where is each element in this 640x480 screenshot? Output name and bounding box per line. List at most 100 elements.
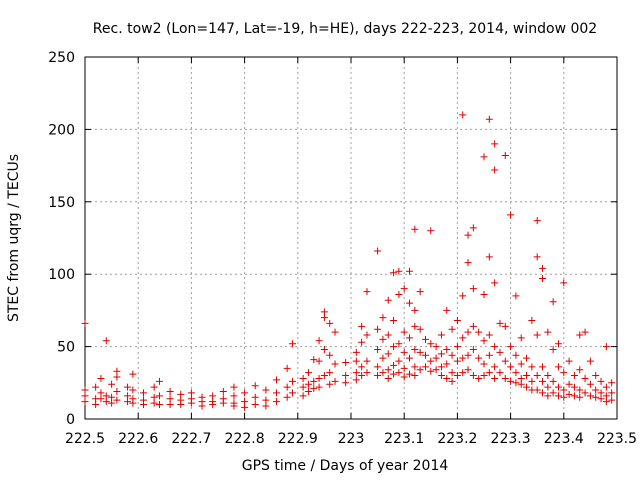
data-point xyxy=(581,374,589,382)
data-point xyxy=(92,383,100,391)
data-point xyxy=(565,380,573,388)
x-tick-label: 222.7 xyxy=(171,431,211,447)
data-point xyxy=(390,269,398,277)
data-point xyxy=(421,351,429,359)
data-point xyxy=(352,369,360,377)
data-point xyxy=(459,111,467,119)
data-point xyxy=(453,357,461,365)
data-point xyxy=(507,363,515,371)
data-point xyxy=(416,325,424,333)
data-point xyxy=(576,393,584,401)
data-point xyxy=(437,363,445,371)
data-point xyxy=(150,399,158,407)
data-point xyxy=(427,367,435,375)
data-point xyxy=(427,227,435,235)
data-point xyxy=(432,366,440,374)
data-point xyxy=(480,337,488,345)
data-point xyxy=(448,369,456,377)
data-point xyxy=(304,387,312,395)
data-point xyxy=(448,351,456,359)
x-tick-label: 223.2 xyxy=(437,431,477,447)
data-point xyxy=(586,380,594,388)
data-point xyxy=(475,328,483,336)
data-point xyxy=(299,374,307,382)
data-point xyxy=(570,372,578,380)
data-point xyxy=(427,340,435,348)
data-point xyxy=(230,402,238,410)
data-point xyxy=(501,322,509,330)
data-point xyxy=(448,325,456,333)
data-point xyxy=(384,331,392,339)
x-tick-label: 222.6 xyxy=(118,431,158,447)
x-tick-label: 223.1 xyxy=(384,431,424,447)
data-point xyxy=(288,340,296,348)
data-point xyxy=(576,386,584,394)
data-point xyxy=(155,401,163,409)
data-point xyxy=(283,364,291,372)
data-point xyxy=(262,386,270,394)
data-point xyxy=(400,328,408,336)
data-point xyxy=(406,354,414,362)
data-point xyxy=(469,372,477,380)
data-point xyxy=(384,374,392,382)
data-point xyxy=(315,374,323,382)
data-point xyxy=(406,299,414,307)
data-point xyxy=(390,343,398,351)
data-point xyxy=(406,267,414,275)
data-point xyxy=(437,331,445,339)
data-point xyxy=(539,264,547,272)
y-tick-labels: 0 50 100 150 200 250 xyxy=(48,50,75,428)
data-point xyxy=(507,211,515,219)
data-point xyxy=(198,402,206,410)
data-point xyxy=(523,383,531,391)
x-tick-label: 222.5 xyxy=(65,431,105,447)
data-point xyxy=(560,386,568,394)
data-point xyxy=(230,383,238,391)
y-axis-title: STEC from uqrg / TECUs xyxy=(6,154,22,322)
data-point xyxy=(358,363,366,371)
data-point xyxy=(491,374,499,382)
data-point xyxy=(288,389,296,397)
data-point xyxy=(560,279,568,287)
data-point xyxy=(459,369,467,377)
data-point xyxy=(528,377,536,385)
data-point xyxy=(177,401,185,409)
data-point xyxy=(443,306,451,314)
data-point xyxy=(464,328,472,336)
data-point xyxy=(81,319,89,327)
data-point xyxy=(326,369,334,377)
data-point xyxy=(416,366,424,374)
data-point xyxy=(496,319,504,327)
data-point xyxy=(363,331,371,339)
data-point xyxy=(406,370,414,378)
data-point xyxy=(411,322,419,330)
data-point xyxy=(427,357,435,365)
data-point xyxy=(304,380,312,388)
y-tick-label: 250 xyxy=(48,50,75,66)
data-point xyxy=(485,253,493,261)
data-point xyxy=(358,372,366,380)
data-point xyxy=(453,317,461,325)
data-point xyxy=(549,345,557,353)
data-point xyxy=(501,357,509,365)
data-point xyxy=(570,392,578,400)
data-point xyxy=(400,364,408,372)
data-point xyxy=(395,340,403,348)
data-point xyxy=(432,343,440,351)
data-point xyxy=(539,363,547,371)
y-tick-label: 150 xyxy=(48,195,75,211)
data-point xyxy=(602,343,610,351)
data-point xyxy=(310,356,318,364)
data-point xyxy=(411,372,419,380)
data-point xyxy=(129,370,137,378)
data-point xyxy=(523,372,531,380)
data-point xyxy=(491,279,499,287)
x-axis-title: GPS time / Days of year 2014 xyxy=(242,458,449,474)
data-point xyxy=(480,153,488,161)
data-point xyxy=(459,292,467,300)
data-point xyxy=(464,351,472,359)
data-point xyxy=(384,350,392,358)
data-point xyxy=(491,363,499,371)
data-point xyxy=(517,360,525,368)
